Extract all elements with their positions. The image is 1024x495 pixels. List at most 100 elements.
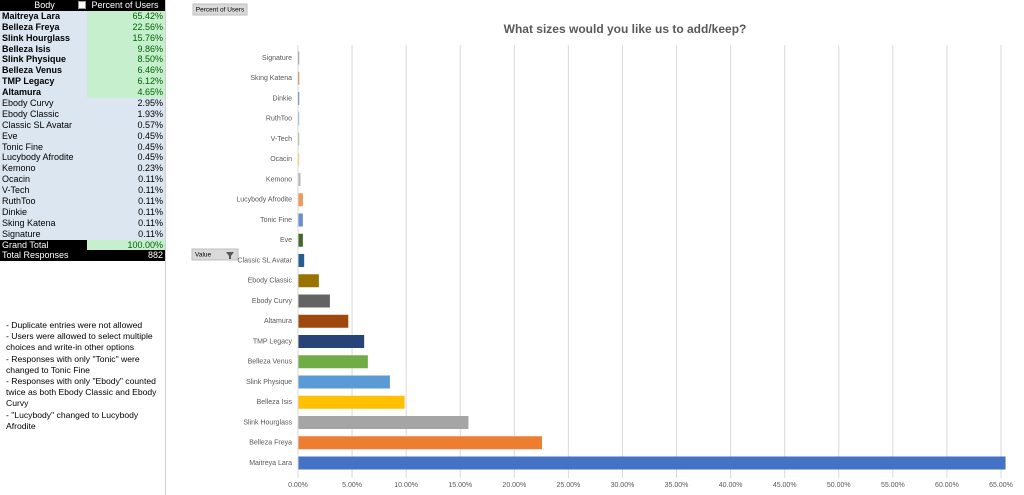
field-button-label[interactable]: Percent of Users	[196, 7, 245, 14]
table-row: Signature 0.11%	[0, 228, 165, 240]
y-tick-label: Sking Katena	[250, 75, 292, 82]
cell: 0.45%	[87, 152, 165, 164]
y-tick-label: Dinkie	[273, 95, 293, 102]
table-row: Belleza Venus 6.46%	[0, 65, 165, 77]
cell: 0.11%	[87, 217, 165, 229]
field-button[interactable]	[192, 3, 248, 16]
header-cell: Percent of Users	[91, 0, 159, 10]
cell: Lucybody Afrodite	[0, 152, 87, 164]
chart-title: What sizes would you like us to add/keep…	[504, 22, 747, 36]
cell: 0.11%	[87, 174, 165, 186]
table-row: Ocacin 0.11%	[0, 174, 165, 186]
bar	[298, 71, 300, 85]
cell: Kemono	[0, 163, 87, 175]
y-tick-label: Eve	[280, 237, 292, 244]
cell: Eve	[0, 130, 87, 142]
cell: 8.50%	[87, 54, 165, 66]
header-row: Body Percent of Users	[0, 0, 165, 11]
cell: 100.00%	[87, 239, 165, 251]
y-tick-label: Classic SL Avatar	[238, 257, 293, 264]
cell: 2.95%	[87, 98, 165, 109]
y-tick-label: Slink Physique	[246, 379, 292, 386]
bar	[298, 395, 405, 409]
table-row: Sking Katena 0.11%	[0, 217, 165, 229]
value-button[interactable]	[191, 248, 239, 261]
bar	[298, 132, 300, 146]
cell: 0.11%	[87, 206, 165, 218]
cell: Signature	[0, 228, 87, 240]
bar	[298, 193, 303, 207]
x-tick-label: 65.00%	[989, 482, 1013, 489]
cell: 0.57%	[87, 119, 165, 131]
y-tick-label: Ebody Classic	[248, 278, 293, 285]
note-line: - Duplicate entries were not allowed	[6, 320, 143, 330]
value-button-label[interactable]: Value	[195, 252, 212, 259]
table-row: Ebody Classic 1.93%	[0, 108, 165, 120]
cell: Ocacin	[0, 174, 87, 186]
cell: 6.46%	[87, 65, 165, 77]
table-row: Slink Physique 8.50%	[0, 54, 165, 66]
x-tick-label: 50.00%	[827, 482, 851, 489]
table-row: Eve 0.45%	[0, 130, 165, 142]
cell: TMP Legacy	[0, 76, 87, 88]
filter-icon[interactable]	[78, 1, 86, 9]
x-tick-label: 10.00%	[394, 482, 418, 489]
table-row: Belleza Freya 22.56%	[0, 21, 165, 33]
separator	[165, 0, 166, 495]
table-row: Kemono 0.23%	[0, 163, 165, 175]
cell: Sking Katena	[0, 217, 87, 229]
y-tick-label: V-Tech	[271, 136, 293, 143]
cell: 0.11%	[87, 185, 165, 197]
cell: 0.45%	[87, 130, 165, 142]
y-tick-label: Signature	[262, 55, 292, 62]
cell: 0.11%	[87, 196, 165, 207]
y-tick-label: Altamura	[264, 318, 292, 325]
pivot-table: Body Percent of Users Maitreya Lara 65.42% B…	[0, 0, 165, 262]
bar	[298, 416, 469, 429]
x-tick-label: 15.00%	[448, 482, 472, 489]
y-tick-label: Belleza Freya	[249, 440, 292, 447]
header-cell: Body	[0, 0, 87, 11]
cell: V-Tech	[0, 185, 87, 197]
y-tick-label: Belleza Venus	[248, 359, 293, 366]
y-tick-label: Slink Hourglass	[243, 419, 292, 426]
cell: Ebody Classic	[0, 108, 87, 120]
bar	[298, 335, 365, 348]
note-line: - "Lucybody" changed to Lucybody Afrodit…	[6, 409, 139, 431]
cell: Dinkie	[0, 206, 87, 218]
cell: Belleza Venus	[0, 65, 87, 77]
x-tick-label: 25.00%	[557, 482, 581, 489]
table-row: Dinkie 0.11%	[0, 206, 165, 218]
note-line: - Users were allowed to select multiple …	[6, 331, 153, 353]
chart-area	[188, 0, 1024, 495]
cell: Total Responses	[2, 250, 69, 261]
y-tick-label: Ocacin	[270, 156, 292, 163]
cell: 1.93%	[87, 108, 165, 120]
x-tick-label: 5.00%	[342, 482, 362, 489]
y-tick-label: Lucybody Afrodite	[236, 197, 292, 204]
bar	[298, 51, 300, 65]
bar	[298, 274, 319, 288]
cell: 65.42%	[87, 10, 165, 22]
cell: 0.11%	[87, 228, 165, 240]
cell: Maitreya Lara	[0, 10, 87, 22]
cell: RuthToo	[0, 196, 87, 207]
x-tick-label: 0.00%	[288, 482, 308, 489]
x-tick-label: 45.00%	[773, 482, 797, 489]
table-row: RuthToo 0.11%	[0, 196, 165, 207]
cell: Grand Total	[2, 239, 49, 250]
y-tick-label: Kemono	[266, 176, 292, 183]
bar	[298, 254, 305, 267]
bar	[298, 92, 300, 105]
table-row: TMP Legacy 6.12%	[0, 76, 165, 88]
table-row: Tonic Fine 0.45%	[0, 141, 165, 153]
cell: Belleza Isis	[0, 43, 87, 55]
table-row: Ebody Curvy 2.95%	[0, 98, 165, 109]
cell: Classic SL Avatar	[0, 119, 87, 131]
bar	[298, 112, 300, 126]
y-tick-label: Tonic Fine	[260, 217, 292, 224]
bar	[298, 436, 542, 450]
x-tick-label: 35.00%	[665, 482, 689, 489]
x-tick-label: 55.00%	[881, 482, 905, 489]
